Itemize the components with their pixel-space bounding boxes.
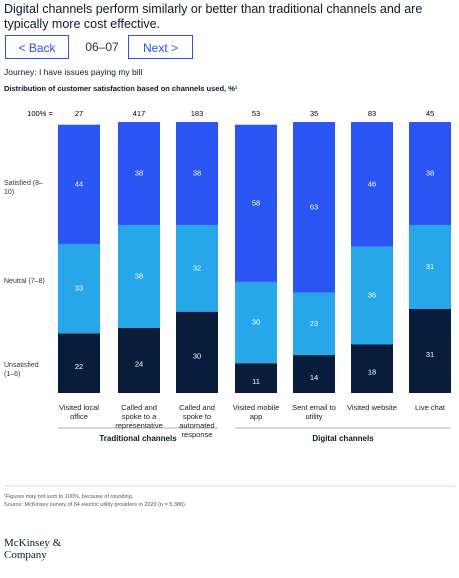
group-label: Digital channels (312, 434, 374, 443)
bar-segment (118, 327, 160, 393)
bar-segment (293, 292, 335, 356)
bar-segment (118, 224, 160, 328)
value-label: 38 (426, 168, 434, 177)
n-value: 417 (133, 109, 146, 118)
page-indicator: 06–07 (85, 40, 119, 54)
bar-segment (176, 311, 218, 393)
value-label: 18 (368, 368, 376, 377)
value-label: 38 (135, 168, 143, 177)
value-label: 36 (368, 290, 376, 299)
bar-segment (118, 122, 160, 225)
value-label: 32 (193, 263, 201, 272)
value-label: 23 (310, 319, 318, 328)
bar-segment (176, 122, 218, 225)
category-label: Sent email to utility (292, 403, 336, 421)
back-button[interactable]: < Back (5, 35, 69, 59)
value-label: 30 (252, 318, 260, 327)
bar-segment (58, 243, 100, 334)
value-label: 31 (426, 350, 434, 359)
bar-segment (176, 224, 218, 312)
bar-segment (235, 124, 277, 282)
series-label: Unsatisfied (1–6) (4, 362, 39, 378)
value-label: 31 (426, 262, 434, 271)
bar-segment (58, 333, 100, 393)
n-value: 45 (426, 109, 434, 118)
logo: McKinsey & Company (4, 537, 62, 561)
source: Source: McKinsey survey of 84 electric u… (4, 502, 185, 508)
bar-segment (409, 308, 451, 393)
category-label: Live chat (414, 403, 446, 412)
value-label: 58 (252, 198, 260, 207)
bar-segment (409, 122, 451, 225)
series-label: Neutral (7–8) (4, 278, 45, 285)
n-value: 183 (191, 109, 204, 118)
bar-segment (293, 355, 335, 393)
next-button[interactable]: Next > (128, 35, 193, 59)
value-label: 11 (252, 377, 260, 386)
chart-subtitle: Distribution of customer satisfaction ba… (4, 84, 238, 93)
value-label: 30 (193, 351, 201, 360)
bar-segment (58, 124, 100, 244)
category-label: Called and spoke to a representative (115, 403, 163, 430)
category-label: Visited local office (59, 403, 99, 421)
value-label: 63 (310, 202, 318, 211)
group-label: Traditional channels (99, 434, 177, 443)
footnote: ¹Figures may not sum to 100%, because of… (4, 494, 134, 500)
bar-segment (351, 122, 393, 247)
journey: Journey: I have issues paying my bill (4, 67, 143, 77)
n-value: 27 (75, 109, 83, 118)
value-label: 38 (135, 271, 143, 280)
category-label: Visited website (347, 403, 397, 412)
bar-segment (351, 246, 393, 345)
series-label: Satisfied (8–10) (4, 180, 43, 196)
value-label: 14 (310, 373, 318, 382)
n-value: 83 (368, 109, 376, 118)
bar-segment (409, 224, 451, 309)
bar-segment (235, 281, 277, 364)
category-label: Called and spoke to automated response (179, 403, 215, 439)
bar-segment (235, 363, 277, 393)
value-label: 44 (75, 179, 83, 188)
category-label: Visited mobile app (232, 403, 280, 421)
value-label: 46 (368, 179, 376, 188)
value-label: 33 (75, 284, 83, 293)
n-label: 100% = (27, 109, 53, 118)
value-label: 22 (75, 362, 83, 371)
title: Digital channels perform similarly or be… (4, 2, 423, 31)
n-value: 53 (252, 109, 260, 118)
value-label: 38 (193, 168, 201, 177)
value-label: 24 (135, 359, 143, 368)
bar-segment (293, 122, 335, 293)
bar-segment (351, 344, 393, 393)
n-value: 35 (310, 109, 318, 118)
